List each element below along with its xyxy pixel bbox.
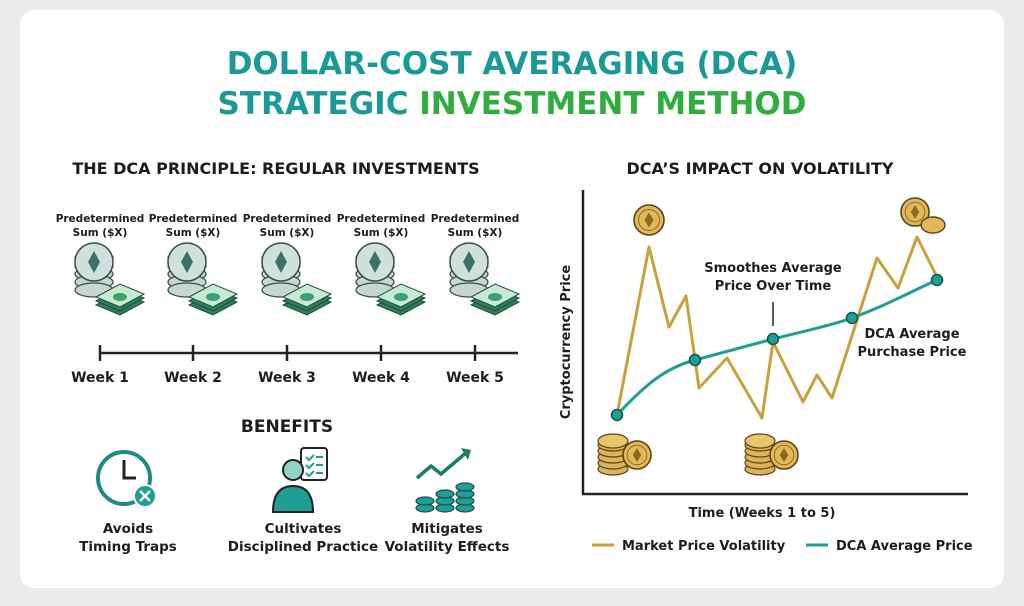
person-checklist-icon xyxy=(271,447,328,513)
clock-x-icon xyxy=(96,450,157,508)
legend: Market Price Volatility DCA Average Pric… xyxy=(592,539,973,554)
annotation-smooth-1: Smoothes Average xyxy=(704,261,842,276)
week-label: Week 4 xyxy=(352,370,410,386)
legend-market: Market Price Volatility xyxy=(622,539,786,554)
investment-step: Predetermined Sum ($X) Week 1 xyxy=(56,213,146,386)
dca-point xyxy=(845,311,859,325)
week-label: Week 3 xyxy=(258,370,316,386)
benefits-list: Avoids Timing Traps Cultivates Disciplined … xyxy=(79,447,510,555)
coins-trend-up-icon xyxy=(415,448,475,513)
benefit-item: Avoids Timing Traps xyxy=(79,450,177,555)
benefits-heading: BENEFITS xyxy=(241,417,333,437)
coin-stack-cash-icon xyxy=(449,242,521,316)
step-sum: Sum ($X) xyxy=(73,227,128,239)
investment-step: Predetermined Sum ($X) Week 2 xyxy=(149,213,239,386)
benefit-item: Mitigates Volatility Effects xyxy=(385,448,510,555)
title-line2: STRATEGIC INVESTMENT METHOD xyxy=(217,86,806,122)
week-label: Week 1 xyxy=(71,370,129,386)
benefit-line1: Avoids xyxy=(103,521,153,537)
coin-stack-cash-icon xyxy=(74,242,146,316)
title-strategic: STRATEGIC xyxy=(217,86,408,122)
annotation-dca-2: Purchase Price xyxy=(858,345,967,360)
step-label: Predetermined xyxy=(243,213,332,225)
annotation-dca-1: DCA Average xyxy=(864,327,959,342)
legend-dca: DCA Average Price xyxy=(836,539,973,554)
step-label: Predetermined xyxy=(56,213,145,225)
step-sum: Sum ($X) xyxy=(260,227,315,239)
investment-step: Predetermined Sum ($X) Week 3 xyxy=(243,213,333,386)
title-line1: DOLLAR-COST AVERAGING (DCA) xyxy=(227,46,798,82)
volatility-heading: DCA’S IMPACT ON VOLATILITY xyxy=(627,159,894,178)
dca-point xyxy=(766,332,780,346)
benefit-item: Cultivates Disciplined Practice xyxy=(228,447,378,555)
annotation-smooth-2: Price Over Time xyxy=(715,279,832,294)
coin-stack-cash-icon xyxy=(167,242,239,316)
step-sum: Sum ($X) xyxy=(354,227,409,239)
title-investment-method: INVESTMENT METHOD xyxy=(419,86,806,122)
step-label: Predetermined xyxy=(337,213,426,225)
dca-point xyxy=(688,353,702,367)
step-label: Predetermined xyxy=(149,213,238,225)
investment-step: Predetermined Sum ($X) Week 5 xyxy=(431,213,521,386)
coin-pair-icon xyxy=(900,197,946,234)
coin-stack-icon xyxy=(597,433,652,476)
benefit-line1: Cultivates xyxy=(265,521,342,537)
step-sum: Sum ($X) xyxy=(166,227,221,239)
benefit-line2: Volatility Effects xyxy=(385,539,510,555)
week-label: Week 5 xyxy=(446,370,504,386)
step-label: Predetermined xyxy=(431,213,520,225)
week-label: Week 2 xyxy=(164,370,222,386)
coin-stack-cash-icon xyxy=(355,242,427,316)
x-axis-label: Time (Weeks 1 to 5) xyxy=(689,506,836,521)
dca-point xyxy=(610,408,624,422)
y-axis-label: Cryptocurrency Price xyxy=(559,265,574,420)
coin-stack-icon xyxy=(744,433,799,476)
coin-icon xyxy=(633,204,665,236)
coin-stack-cash-icon xyxy=(261,242,333,316)
dca-point xyxy=(930,273,944,287)
step-sum: Sum ($X) xyxy=(448,227,503,239)
benefit-line2: Disciplined Practice xyxy=(228,539,378,555)
benefit-line1: Mitigates xyxy=(411,521,483,537)
investment-step: Predetermined Sum ($X) Week 4 xyxy=(337,213,427,386)
benefit-line2: Timing Traps xyxy=(79,539,177,555)
volatility-chart: Cryptocurrency Price Time (Weeks 1 to 5)… xyxy=(559,190,968,521)
principle-heading: THE DCA PRINCIPLE: REGULAR INVESTMENTS xyxy=(72,159,479,178)
